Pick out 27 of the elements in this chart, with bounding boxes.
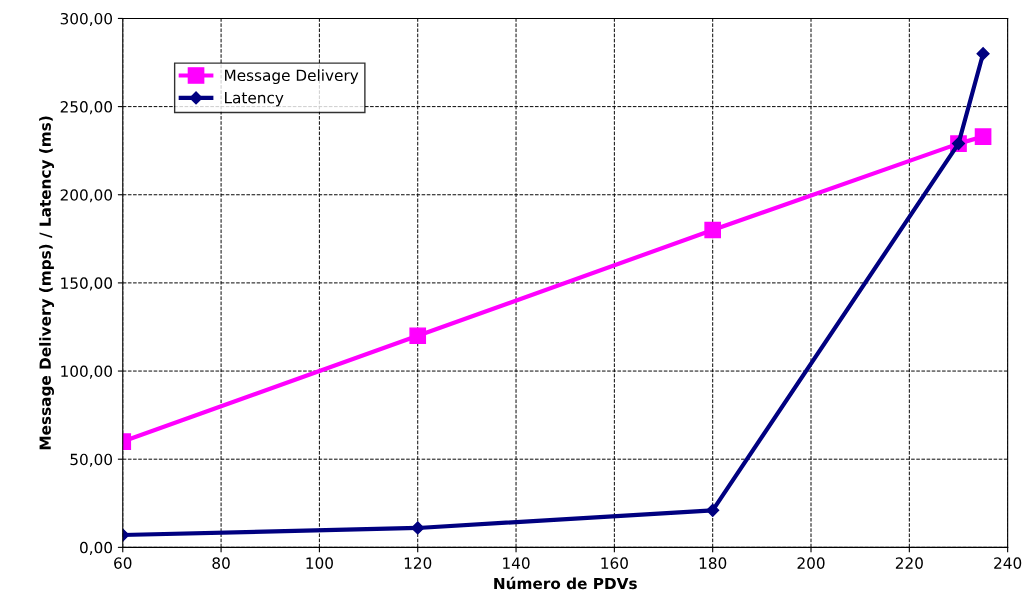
point [411,521,425,535]
y-tick-label: 100,00 [61,365,113,379]
x-tick-label: 200 [797,557,825,569]
x-axis-title: Número de PDVs [494,576,637,590]
x-tick-label: 160 [601,557,628,569]
y-tick-label: 300,00 [60,12,113,27]
y-axis-title: Message Delivery (mps) / Latency (ms) [39,116,55,450]
y-tick-label: 0,00 [80,541,113,555]
point [706,503,720,517]
x-tick-label: 80 [212,557,230,569]
y-tick-label: 200,00 [60,189,113,203]
legend-label: Latency [225,92,284,107]
x-tick-label: 140 [503,557,530,569]
y-tick-label: 250,00 [60,101,113,115]
x-tick-label: 240 [994,557,1022,569]
legend-label: Message Delivery [225,69,359,85]
y-tick-label: 50,00 [70,453,113,467]
x-tick-label: 180 [699,557,727,569]
point [409,327,427,345]
point [974,128,992,145]
x-tick-label: 60 [114,557,132,569]
x-tick-label: 100 [306,557,333,569]
point [704,221,722,239]
y-tick-label: 150,00 [61,277,113,291]
x-tick-label: 220 [895,557,923,569]
x-tick-label: 120 [404,557,432,569]
point [976,47,990,61]
